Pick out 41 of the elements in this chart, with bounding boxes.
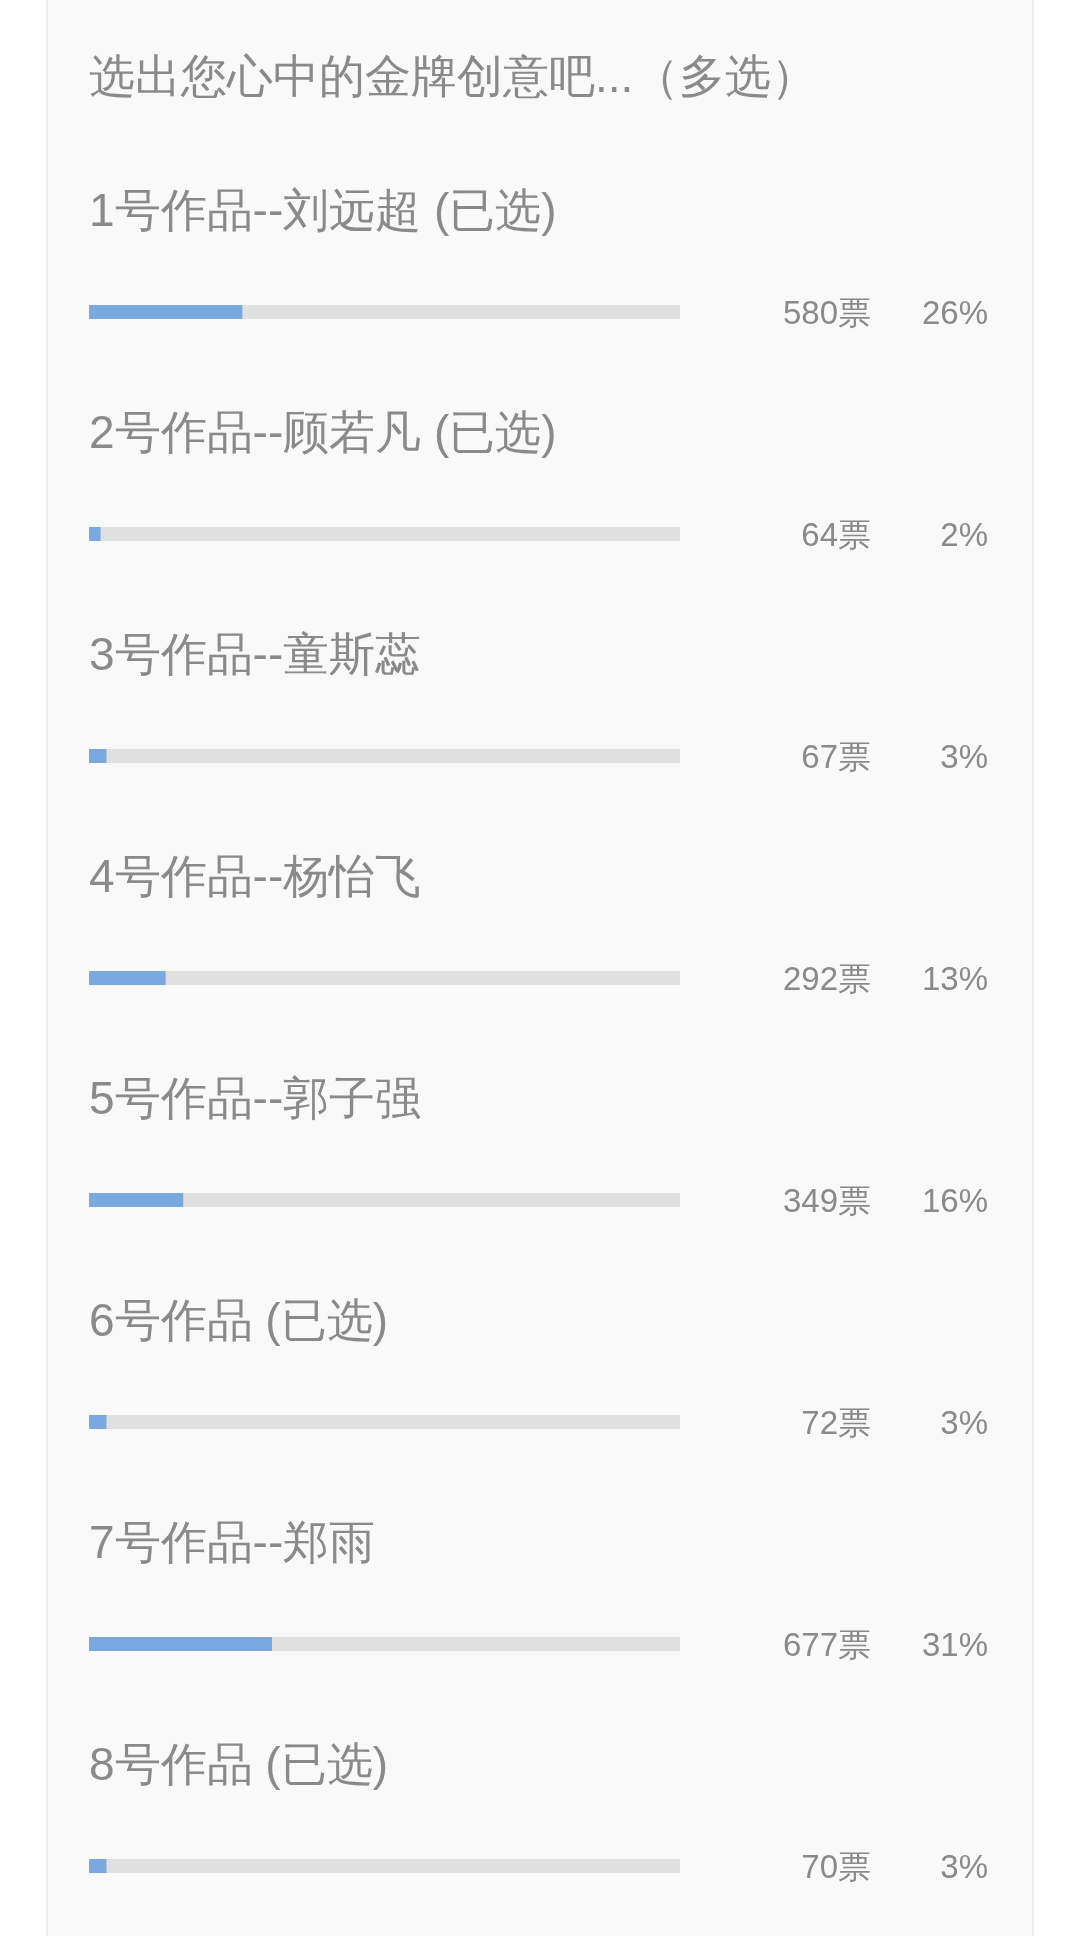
- bar: [183, 1193, 680, 1207]
- y-tick-label: 2号作品--顾若凡 (已选): [89, 406, 557, 459]
- text: 64票: [801, 515, 871, 553]
- bar: [89, 749, 107, 763]
- text: 72票: [801, 1403, 871, 1441]
- data-label: 16%: [921, 1181, 988, 1219]
- data-label: 26%: [921, 293, 988, 331]
- bar: [89, 527, 101, 541]
- y-tick-label: 6号作品 (已选): [89, 1294, 388, 1347]
- bar: [89, 971, 166, 985]
- y-tick-label: 3号作品--童斯蕊: [89, 628, 422, 681]
- y-tick-label: 7号作品--郑雨: [89, 1516, 376, 1569]
- y-tick-label: 4号作品--杨怡飞: [89, 850, 422, 903]
- text: 292票: [782, 959, 871, 997]
- bar: [89, 1637, 273, 1651]
- text: 70票: [801, 1847, 871, 1885]
- text: 67票: [801, 737, 871, 775]
- text: 677票: [782, 1625, 871, 1663]
- bar: [100, 527, 680, 541]
- chart-title: 选出您心中的金牌创意吧...（多选）: [89, 50, 818, 103]
- bar: [89, 1415, 107, 1429]
- data-label: 13%: [921, 959, 988, 997]
- bar: [106, 1415, 680, 1429]
- bar: [165, 971, 680, 985]
- text: 580票: [782, 293, 871, 331]
- data-label: 31%: [921, 1625, 988, 1663]
- y-tick-label: 8号作品 (已选): [89, 1738, 388, 1791]
- bar: [89, 1859, 107, 1873]
- data-label: 3%: [940, 737, 988, 775]
- bar: [242, 305, 680, 319]
- y-tick-label: 1号作品--刘远超 (已选): [89, 184, 557, 237]
- data-label: 3%: [940, 1403, 988, 1441]
- data-label: 2%: [940, 515, 988, 553]
- bar: [89, 305, 243, 319]
- text: 349票: [782, 1181, 871, 1219]
- bar: [106, 749, 680, 763]
- y-tick-label: 5号作品--郭子强: [89, 1072, 422, 1125]
- bar: [89, 1193, 184, 1207]
- data-label: 3%: [940, 1847, 988, 1885]
- bar: [272, 1637, 680, 1651]
- bar: [106, 1859, 680, 1873]
